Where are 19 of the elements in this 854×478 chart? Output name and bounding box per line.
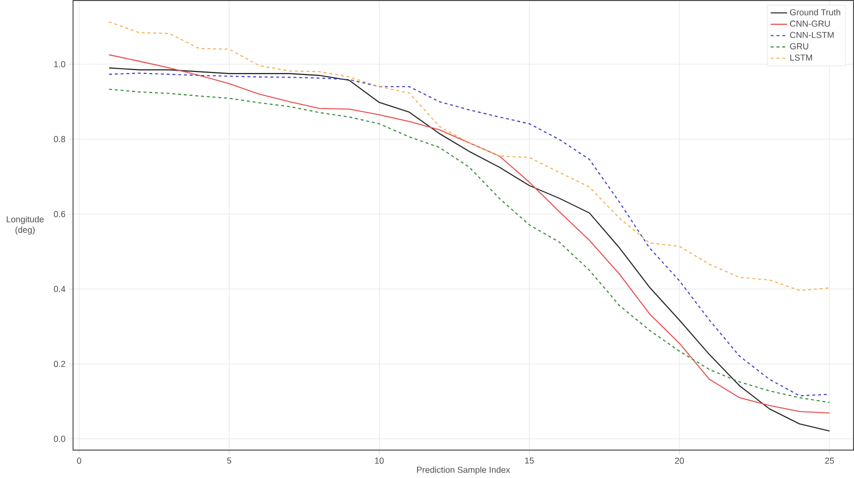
y-tick-label: 0.8 bbox=[54, 136, 66, 142]
x-tick-label: 20 bbox=[675, 458, 684, 464]
legend-label: GRU bbox=[790, 43, 808, 50]
x-tick-label: 10 bbox=[375, 458, 384, 464]
y-tick-label: 1.0 bbox=[54, 61, 66, 68]
y-tick-label: 0.4 bbox=[54, 286, 66, 292]
x-tick-label: 25 bbox=[825, 458, 834, 464]
legend-label: CNN-LSTM bbox=[790, 32, 834, 38]
y-tick-label: 0.2 bbox=[54, 360, 66, 368]
y-tick-label: 0.6 bbox=[54, 211, 66, 218]
legend-label: CNN-GRU bbox=[790, 20, 830, 27]
x-tick-label: 0 bbox=[77, 458, 82, 464]
y-tick-label: 0.0 bbox=[54, 436, 66, 442]
legend-label: LSTM bbox=[790, 54, 812, 61]
x-tick-label: 15 bbox=[525, 458, 534, 464]
legend-label: Ground Truth bbox=[790, 9, 840, 16]
x-tick-label: 5 bbox=[227, 458, 232, 464]
y-axis-title: Longitude (deg) bbox=[6, 216, 44, 235]
x-axis-title: Prediction Sample Index bbox=[417, 466, 510, 475]
